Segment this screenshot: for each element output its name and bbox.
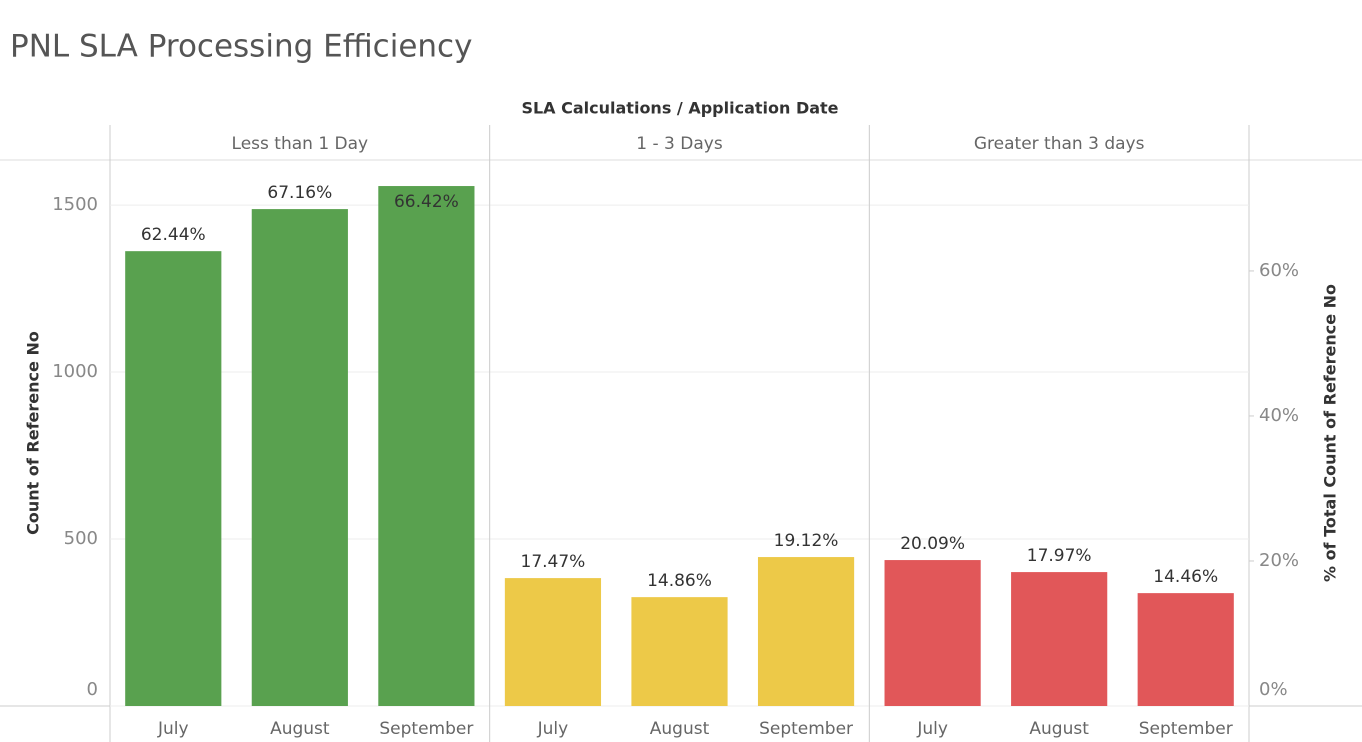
panel-header: 1 - 3 Days [636, 134, 723, 154]
data-label: 17.97% [1027, 546, 1092, 566]
y-tick-label: 1500 [52, 194, 98, 215]
y-tick-label: 0 [87, 679, 98, 700]
bar [1011, 572, 1108, 706]
data-label: 14.46% [1153, 567, 1218, 587]
x-tick-label: July [916, 719, 948, 739]
y-tick-label: 1000 [52, 361, 98, 382]
data-label: 14.86% [647, 571, 712, 591]
data-label: 20.09% [900, 534, 965, 554]
x-tick-label: September [1139, 719, 1233, 739]
x-tick-label: August [650, 719, 710, 739]
data-label: 66.42% [394, 192, 459, 212]
y2-tick-label: 20% [1259, 550, 1299, 571]
bar [884, 560, 981, 706]
data-label: 62.44% [141, 225, 206, 245]
data-label: 19.12% [774, 531, 839, 551]
panel-header: Greater than 3 days [974, 134, 1145, 154]
bar [1137, 593, 1234, 706]
data-label: 67.16% [267, 183, 332, 203]
bar [504, 578, 602, 706]
y2-tick-label: 60% [1259, 260, 1299, 281]
chart-title: PNL SLA Processing Efficiency [10, 29, 472, 65]
y2-axis-label: % of Total Count of Reference No [1321, 284, 1340, 582]
x-tick-label: July [537, 719, 569, 739]
x-tick-label: September [759, 719, 853, 739]
x-tick-label: August [270, 719, 330, 739]
bar [125, 251, 222, 706]
bar [757, 557, 855, 706]
y2-tick-label: 40% [1259, 405, 1299, 426]
y-axis-label: Count of Reference No [24, 331, 43, 535]
bar [631, 597, 728, 706]
bar [251, 209, 348, 706]
data-label: 17.47% [521, 552, 586, 572]
header: SLA Calculations / Application Date [521, 99, 838, 118]
x-tick-label: July [157, 719, 189, 739]
y-tick-label: 500 [64, 528, 98, 549]
x-tick-label: August [1029, 719, 1089, 739]
y2-tick-label: 0% [1259, 679, 1288, 700]
x-tick-label: September [379, 719, 473, 739]
panel-header: Less than 1 Day [232, 134, 369, 154]
bar [378, 186, 475, 706]
